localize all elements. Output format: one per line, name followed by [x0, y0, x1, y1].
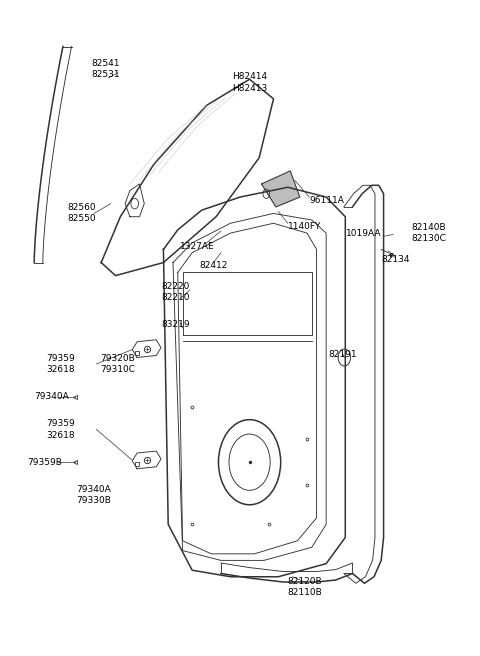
- Text: 82191: 82191: [329, 350, 357, 359]
- Text: 82541
82531: 82541 82531: [92, 60, 120, 79]
- Polygon shape: [262, 171, 300, 207]
- Text: 79359B: 79359B: [27, 458, 62, 466]
- Text: 79320B
79310C: 79320B 79310C: [100, 354, 135, 374]
- Text: 96111A: 96111A: [310, 196, 344, 205]
- Text: 79340A: 79340A: [34, 392, 69, 401]
- Text: 83219: 83219: [161, 320, 190, 329]
- Text: 1140FY: 1140FY: [288, 222, 321, 231]
- Text: 82220
82210: 82220 82210: [161, 282, 190, 302]
- Text: 79359
32618: 79359 32618: [46, 354, 75, 374]
- Text: 82412: 82412: [200, 261, 228, 270]
- Text: 1327AE: 1327AE: [180, 241, 214, 251]
- Text: 82120B
82110B: 82120B 82110B: [287, 577, 322, 596]
- Text: H82414
H82413: H82414 H82413: [232, 72, 267, 92]
- Text: 1019AA: 1019AA: [346, 228, 381, 237]
- Text: 79340A
79330B: 79340A 79330B: [77, 485, 111, 505]
- Text: 82140B
82130C: 82140B 82130C: [412, 223, 446, 243]
- Text: 82134: 82134: [381, 255, 410, 264]
- Text: 79359
32618: 79359 32618: [46, 419, 75, 440]
- Text: 82560
82550: 82560 82550: [68, 203, 96, 224]
